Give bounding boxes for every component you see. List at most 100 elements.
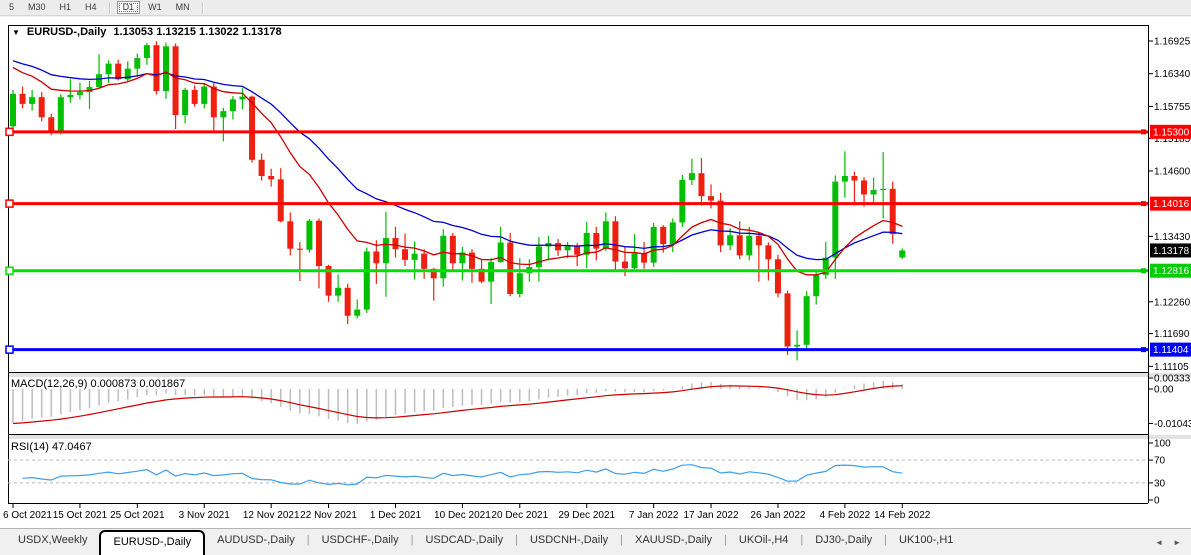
- chart-tab-usdx[interactable]: USDX,Weekly: [18, 534, 88, 546]
- macd-histogram-bar: [184, 389, 186, 396]
- chart-background: [0, 17, 1191, 528]
- macd-histogram-bar: [853, 385, 856, 389]
- macd-histogram-bar: [251, 389, 253, 399]
- candle: [162, 46, 169, 92]
- macd-histogram-bar: [652, 389, 655, 391]
- chart-tab-eurusd-[interactable]: EURUSD-,Daily: [99, 530, 206, 555]
- line-handle[interactable]: [5, 345, 14, 354]
- tab-separator: |: [515, 534, 518, 546]
- timeframe-button-mn[interactable]: MN: [175, 2, 190, 12]
- macd-histogram-bar: [31, 389, 33, 419]
- chart-title: ▼ EURUSD-,Daily 1.13053 1.13215 1.13022 …: [12, 26, 282, 38]
- date-axis-label: 15 Oct 2021: [53, 510, 108, 521]
- date-axis-label: 10 Dec 2021: [434, 510, 491, 521]
- price-badge: [1150, 196, 1191, 211]
- symbol-dropdown-icon[interactable]: ▼: [12, 27, 20, 37]
- macd-histogram-bar: [60, 389, 62, 415]
- candle: [124, 68, 131, 80]
- price-badge: [1150, 124, 1191, 139]
- macd-histogram-bar: [385, 389, 387, 417]
- date-axis-label: 26 Jan 2022: [750, 510, 805, 521]
- macd-axis-label: 0.00: [1154, 385, 1174, 396]
- chart-tab-ukoil-[interactable]: UKOil-,H4: [738, 534, 789, 546]
- macd-axis-label: -0.010437: [1154, 419, 1191, 430]
- macd-histogram-bar: [107, 389, 110, 403]
- timeframe-button-w1[interactable]: W1: [148, 2, 162, 12]
- badge-handle[interactable]: [1141, 347, 1146, 353]
- tab-scroll-right-icon[interactable]: ►: [1173, 537, 1181, 547]
- candle: [115, 63, 122, 80]
- price-badge-label: 1.13178: [1153, 246, 1190, 257]
- macd-histogram-bar: [901, 384, 904, 389]
- candle: [268, 175, 275, 180]
- badge-handle[interactable]: [1141, 129, 1146, 135]
- macd-histogram-bar: [88, 389, 91, 408]
- badge-handle[interactable]: [1141, 268, 1146, 274]
- candle: [10, 93, 16, 127]
- candle: [239, 96, 246, 100]
- price-badge-label: 1.12816: [1153, 266, 1190, 277]
- timeframe-button-h1[interactable]: H1: [59, 2, 72, 12]
- chart-window: 1.16925 1.16340 1.15755 1.15185 1.14600 1.134…: [0, 17, 1191, 528]
- candle: [382, 238, 389, 264]
- macd-histogram-bar: [442, 389, 445, 409]
- candle: [555, 243, 562, 251]
- macd-histogram-bar: [863, 383, 865, 389]
- timeframe-button-5[interactable]: 5: [9, 2, 15, 12]
- line-handle[interactable]: [5, 199, 14, 208]
- macd-histogram-bar: [69, 389, 72, 413]
- timeframe-button-m30[interactable]: M30: [28, 2, 46, 12]
- candle: [612, 221, 619, 262]
- chart-tab-xauusd-[interactable]: XAUUSD-,Daily: [635, 534, 713, 546]
- chart-tab-uk100-[interactable]: UK100-,H1: [899, 534, 954, 546]
- price-badge-label: 1.15300: [1153, 127, 1190, 138]
- date-axis-label: 4 Feb 2022: [820, 510, 871, 521]
- candle: [86, 87, 93, 93]
- price-axis-label: 1.15755: [1154, 102, 1191, 113]
- date-axis-label: 25 Oct 2021: [110, 510, 165, 521]
- candle: [784, 293, 791, 347]
- macd-histogram-bar: [614, 389, 617, 392]
- rsi-axis-label: 0: [1154, 496, 1160, 507]
- macd-histogram-bar: [136, 389, 139, 398]
- candle: [774, 259, 781, 294]
- macd-histogram-bar: [805, 389, 808, 401]
- macd-histogram-bar: [203, 389, 205, 396]
- candle: [478, 268, 485, 282]
- chart-tab-usdchf-[interactable]: USDCHF-,Daily: [321, 534, 399, 546]
- timeframe-button-d1[interactable]: D1: [116, 1, 141, 14]
- candle: [210, 86, 217, 118]
- chart-tab-dj30-[interactable]: DJ30-,Daily: [815, 534, 873, 546]
- chart-tab-usdcad-[interactable]: USDCAD-,Daily: [425, 534, 504, 546]
- chart-canvas: 1.16925 1.16340 1.15755 1.15185 1.14600 1.134…: [0, 17, 1191, 528]
- candle: [889, 188, 896, 235]
- candle: [96, 74, 103, 88]
- tab-scroll-arrows: ◄ ►: [1145, 529, 1191, 555]
- macd-histogram-bar: [605, 389, 607, 392]
- candle: [669, 222, 676, 245]
- timeframe-button-h4[interactable]: H4: [85, 2, 97, 12]
- chart-tab-usdcnh-[interactable]: USDCNH-,Daily: [529, 534, 609, 546]
- date-axis-label: 22 Nov 2021: [300, 510, 357, 521]
- macd-histogram-bar: [327, 389, 330, 420]
- tab-scroll-left-icon[interactable]: ◄: [1155, 537, 1164, 547]
- candle: [468, 252, 475, 269]
- candle: [392, 238, 399, 250]
- line-handle[interactable]: [5, 127, 14, 137]
- candle: [172, 46, 179, 116]
- line-handle[interactable]: [5, 266, 14, 275]
- badge-handle[interactable]: [1141, 201, 1146, 207]
- macd-histogram-bar: [576, 389, 578, 395]
- macd-histogram-bar: [681, 386, 684, 389]
- chart-ohlc-values: 1.13053 1.13215 1.13022 1.13178: [113, 26, 282, 38]
- chart-tab-audusd-[interactable]: AUDUSD-,Daily: [217, 534, 295, 546]
- date-axis-label: 1 Dec 2021: [370, 510, 422, 521]
- macd-histogram-bar: [375, 389, 378, 420]
- pane-splitter[interactable]: [8, 435, 1191, 439]
- candle: [583, 233, 590, 255]
- pane-splitter[interactable]: [8, 373, 1191, 377]
- moving-average-line-red: [12, 66, 903, 276]
- macd-histogram-bar: [432, 389, 435, 411]
- candle: [564, 245, 571, 251]
